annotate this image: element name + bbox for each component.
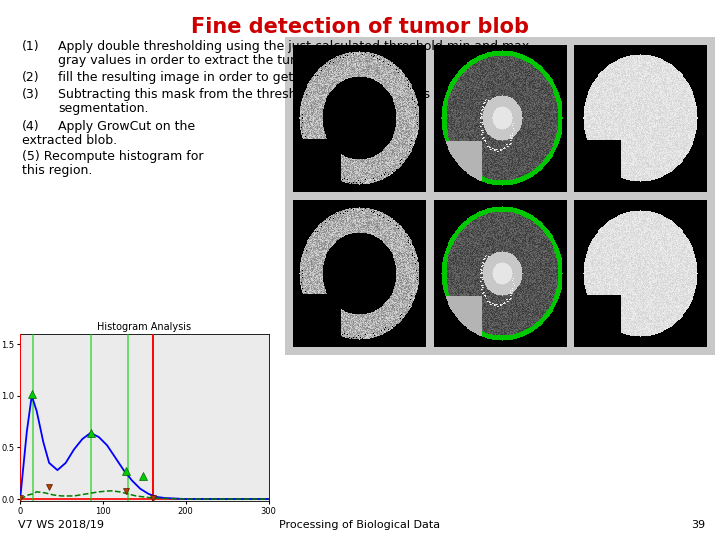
Text: (4): (4) bbox=[22, 120, 40, 133]
Text: (5) Recompute histogram for: (5) Recompute histogram for bbox=[22, 150, 204, 163]
Text: extracted blob.: extracted blob. bbox=[22, 134, 117, 147]
Text: (2): (2) bbox=[22, 71, 40, 84]
Text: segmentation.: segmentation. bbox=[58, 102, 148, 115]
Text: this region.: this region. bbox=[22, 164, 92, 177]
FancyBboxPatch shape bbox=[285, 37, 715, 355]
Text: Subtracting this mask from the thresholded image gives us the body: Subtracting this mask from the threshold… bbox=[58, 88, 490, 101]
Text: Processing of Biological Data: Processing of Biological Data bbox=[279, 520, 441, 530]
Text: (1): (1) bbox=[22, 40, 40, 53]
Text: gray values in order to extract the tumor blob.: gray values in order to extract the tumo… bbox=[58, 54, 350, 67]
Text: Apply GrowCut on the: Apply GrowCut on the bbox=[58, 120, 195, 133]
Text: 39: 39 bbox=[691, 520, 705, 530]
Text: V7 WS 2018/19: V7 WS 2018/19 bbox=[18, 520, 104, 530]
Text: (3): (3) bbox=[22, 88, 40, 101]
Text: fill the resulting image in order to get a mask.: fill the resulting image in order to get… bbox=[58, 71, 346, 84]
Text: Apply double thresholding using the just calculated threshold min and max: Apply double thresholding using the just… bbox=[58, 40, 529, 53]
Title: Histogram Analysis: Histogram Analysis bbox=[97, 321, 192, 332]
Text: Fine detection of tumor blob: Fine detection of tumor blob bbox=[191, 17, 529, 37]
